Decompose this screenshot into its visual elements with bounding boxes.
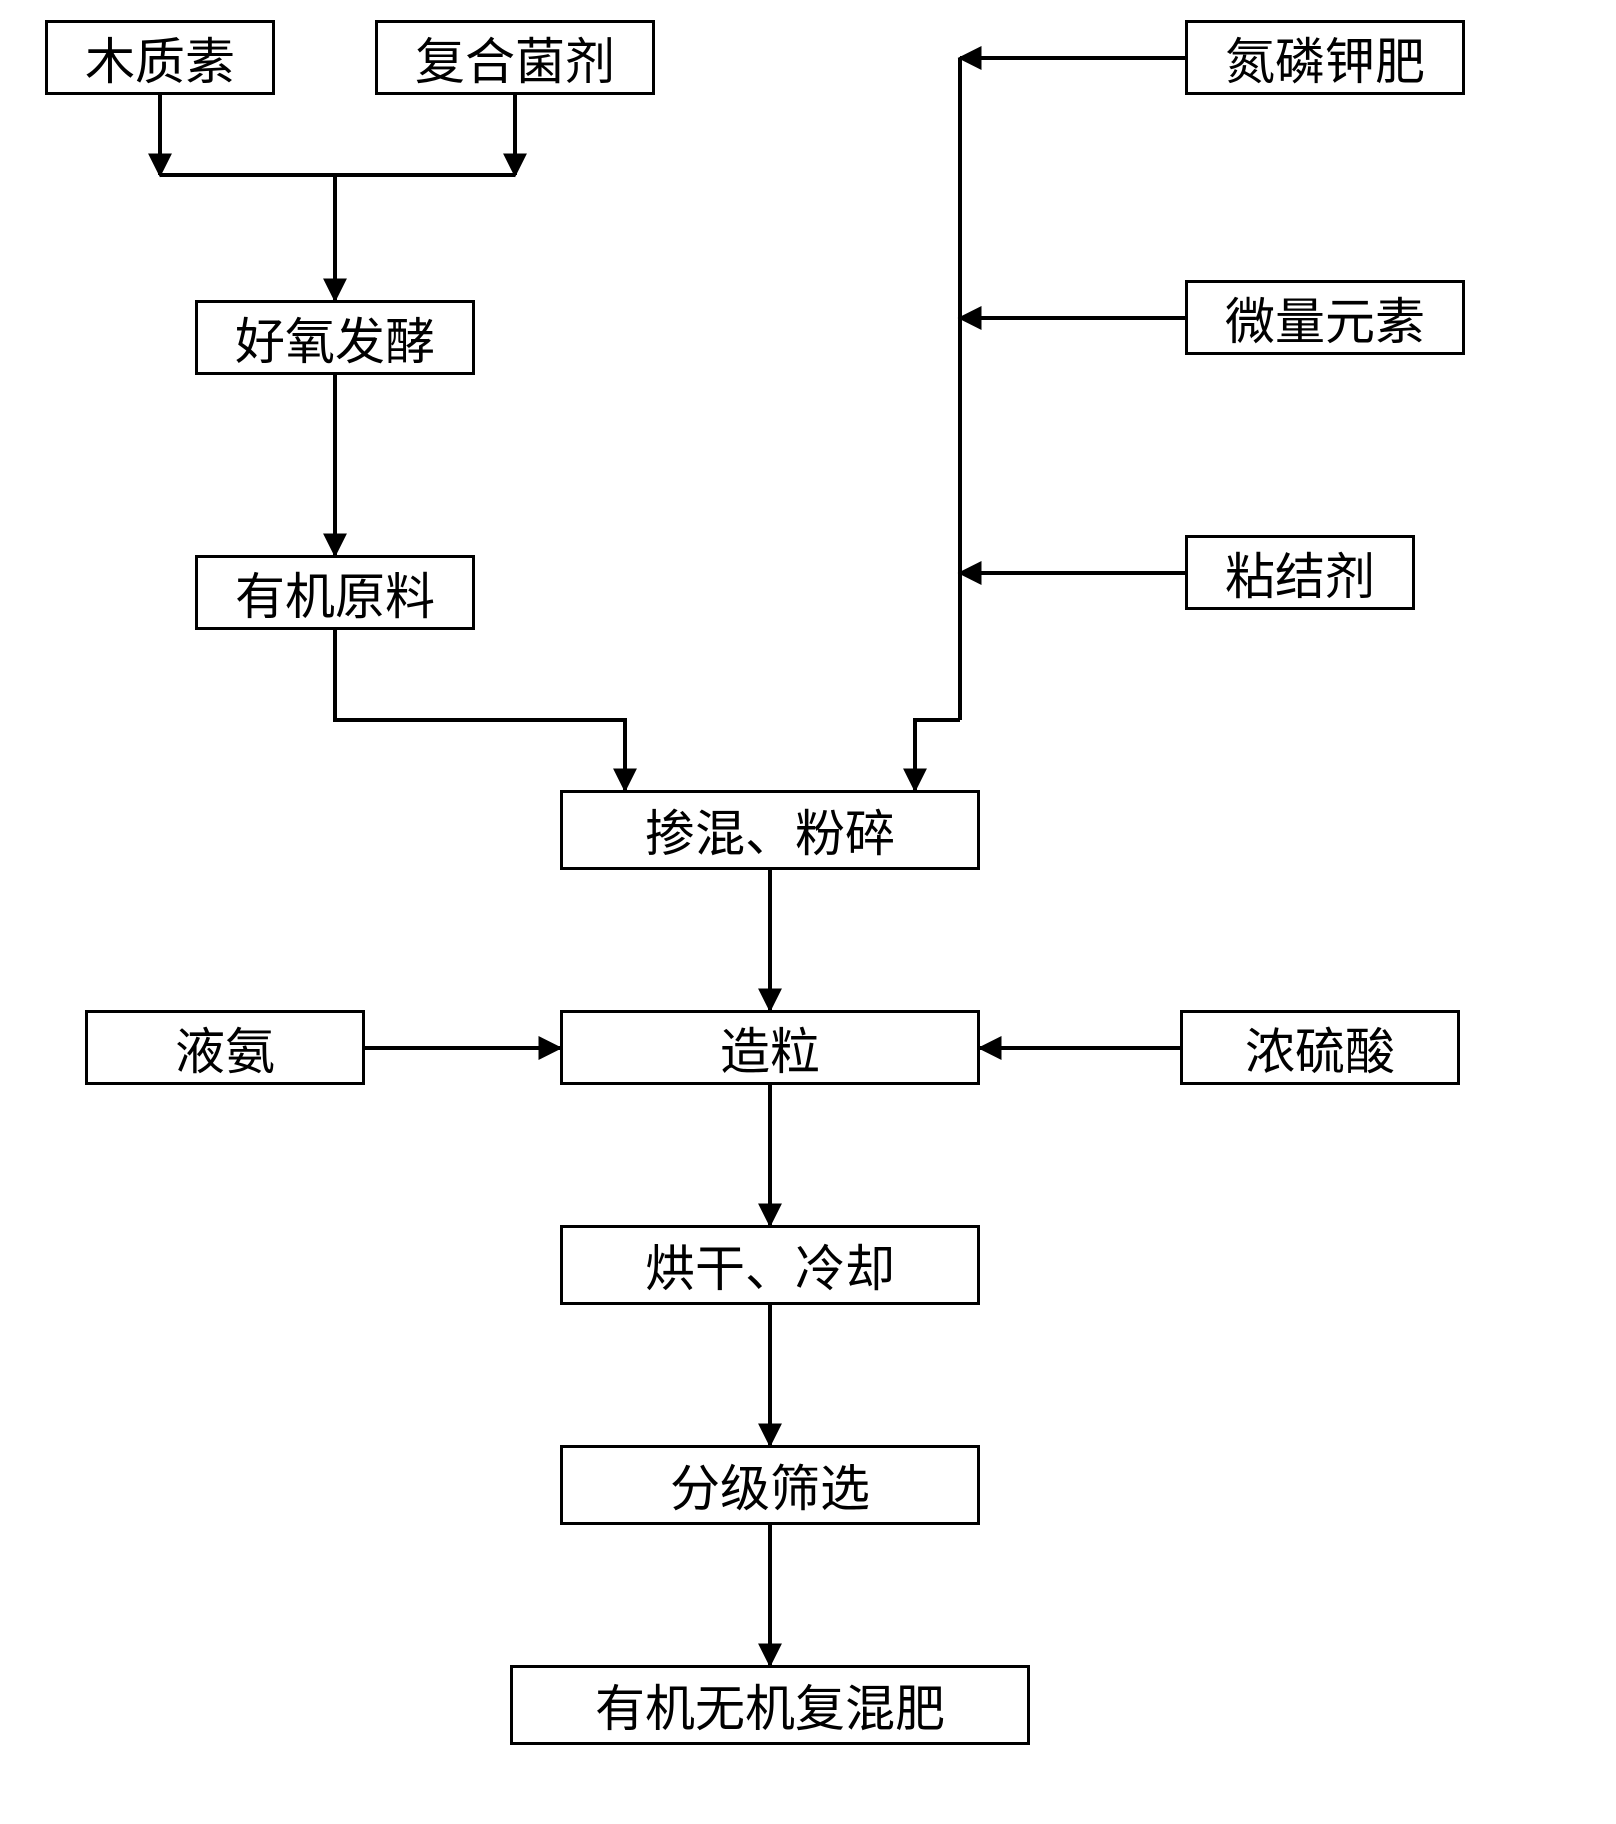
edge-5 bbox=[335, 630, 625, 790]
node-aerobic: 好氧发酵 bbox=[195, 300, 475, 375]
edges-layer bbox=[0, 0, 1616, 1824]
edge-10 bbox=[915, 720, 960, 790]
node-bacteria: 复合菌剂 bbox=[375, 20, 655, 95]
node-label: 烘干、冷却 bbox=[645, 1229, 895, 1301]
node-label: 掺混、粉碎 bbox=[645, 794, 895, 866]
node-label: 好氧发酵 bbox=[235, 302, 435, 374]
node-label: 复合菌剂 bbox=[415, 22, 615, 94]
node-label: 粘结剂 bbox=[1225, 537, 1375, 609]
node-mix_crush: 掺混、粉碎 bbox=[560, 790, 980, 870]
node-liquid_nh3: 液氨 bbox=[85, 1010, 365, 1085]
node-label: 液氨 bbox=[175, 1012, 275, 1084]
node-label: 浓硫酸 bbox=[1245, 1012, 1395, 1084]
node-label: 木质素 bbox=[85, 22, 235, 94]
node-h2so4: 浓硫酸 bbox=[1180, 1010, 1460, 1085]
node-granulate: 造粒 bbox=[560, 1010, 980, 1085]
node-trace: 微量元素 bbox=[1185, 280, 1465, 355]
node-label: 微量元素 bbox=[1225, 282, 1425, 354]
node-organic_raw: 有机原料 bbox=[195, 555, 475, 630]
node-lignin: 木质素 bbox=[45, 20, 275, 95]
node-binder: 粘结剂 bbox=[1185, 535, 1415, 610]
node-label: 有机无机复混肥 bbox=[595, 1669, 945, 1741]
node-product: 有机无机复混肥 bbox=[510, 1665, 1030, 1745]
node-label: 有机原料 bbox=[235, 557, 435, 629]
node-label: 分级筛选 bbox=[670, 1449, 870, 1521]
node-dry_cool: 烘干、冷却 bbox=[560, 1225, 980, 1305]
node-npk: 氮磷钾肥 bbox=[1185, 20, 1465, 95]
node-label: 氮磷钾肥 bbox=[1225, 22, 1425, 94]
flowchart-canvas: 木质素 复合菌剂 氮磷钾肥微量元素粘结剂 好氧发酵有机原料掺混、粉碎液氨 造粒 浓硫酸烘干… bbox=[0, 0, 1616, 1824]
node-label: 造粒 bbox=[720, 1012, 820, 1084]
node-screen: 分级筛选 bbox=[560, 1445, 980, 1525]
